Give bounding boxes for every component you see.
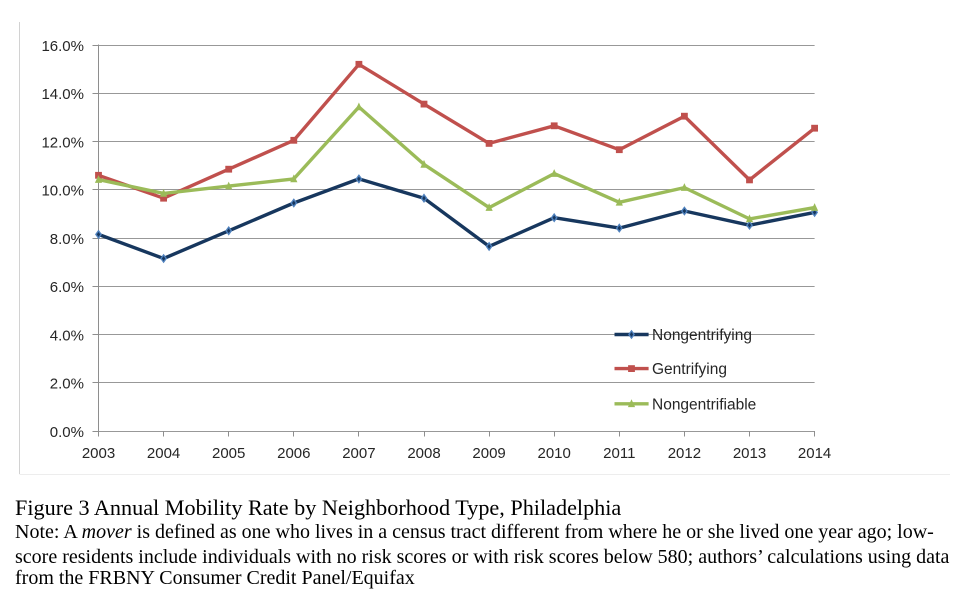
svg-text:12.0%: 12.0% [41, 134, 84, 151]
svg-text:6.0%: 6.0% [50, 279, 84, 296]
svg-text:Gentrifying: Gentrifying [652, 361, 727, 378]
svg-text:2014: 2014 [798, 445, 831, 462]
svg-text:2005: 2005 [212, 445, 245, 462]
svg-text:4.0%: 4.0% [50, 327, 84, 344]
svg-text:2008: 2008 [407, 445, 440, 462]
svg-text:10.0%: 10.0% [41, 183, 84, 200]
svg-text:2013: 2013 [733, 445, 766, 462]
svg-text:16.0%: 16.0% [41, 38, 84, 55]
svg-text:2003: 2003 [82, 445, 115, 462]
svg-text:2004: 2004 [147, 445, 180, 462]
svg-text:2007: 2007 [342, 445, 375, 462]
svg-text:Nongentrifiable: Nongentrifiable [652, 396, 756, 413]
svg-text:2.0%: 2.0% [50, 376, 84, 393]
svg-text:2011: 2011 [603, 445, 635, 462]
svg-text:Nongentrifying: Nongentrifying [652, 327, 752, 344]
svg-text:2006: 2006 [277, 445, 310, 462]
svg-text:2010: 2010 [538, 445, 571, 462]
svg-text:0.0%: 0.0% [50, 424, 84, 441]
svg-text:14.0%: 14.0% [41, 86, 84, 103]
svg-text:2012: 2012 [668, 445, 701, 462]
svg-text:2009: 2009 [472, 445, 505, 462]
svg-text:8.0%: 8.0% [50, 231, 84, 248]
